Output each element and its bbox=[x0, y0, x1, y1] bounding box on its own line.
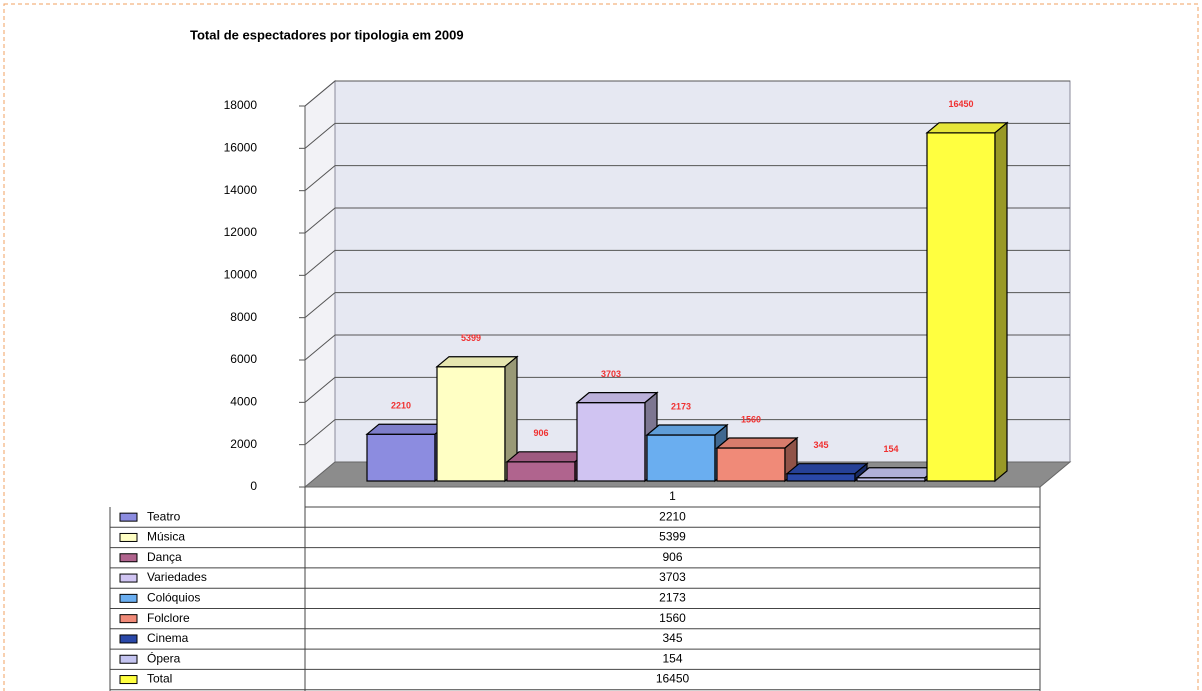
grid-line bbox=[304, 207, 1070, 234]
bar-top bbox=[365, 423, 449, 435]
grid-line bbox=[304, 122, 1070, 149]
legend-swatch bbox=[119, 614, 138, 624]
bar bbox=[786, 473, 856, 482]
table-value: 16450 bbox=[656, 672, 690, 686]
data-label: 154 bbox=[883, 444, 898, 454]
table-header: 1 bbox=[669, 489, 676, 503]
data-label: 906 bbox=[533, 428, 548, 438]
legend-label: Colóquios bbox=[147, 591, 200, 605]
legend-swatch bbox=[119, 573, 138, 583]
table-value: 2210 bbox=[659, 509, 686, 523]
bar-top bbox=[855, 467, 939, 479]
table-value: 3703 bbox=[659, 570, 686, 584]
y-tick-label: 2000 bbox=[230, 437, 257, 451]
bar-top bbox=[715, 437, 799, 449]
legend-label: Cinema bbox=[147, 631, 189, 645]
table-value: 154 bbox=[662, 651, 682, 665]
bar-top bbox=[645, 424, 729, 436]
grid-line bbox=[304, 165, 1070, 192]
legend-swatch bbox=[119, 512, 138, 522]
bar-top bbox=[925, 122, 1009, 134]
legend-label: Música bbox=[147, 530, 185, 544]
y-tick-label: 16000 bbox=[224, 141, 258, 155]
bar bbox=[366, 433, 436, 482]
legend-label: Variedades bbox=[147, 570, 207, 584]
y-tick-label: 12000 bbox=[224, 225, 258, 239]
y-tick-label: 14000 bbox=[224, 183, 258, 197]
y-tick-label: 8000 bbox=[230, 310, 257, 324]
data-label: 1560 bbox=[741, 414, 761, 424]
data-label: 2210 bbox=[391, 401, 411, 411]
legend-label: Dança bbox=[147, 550, 182, 564]
legend-label: Ópera bbox=[147, 650, 181, 665]
y-tick-label: 6000 bbox=[230, 352, 257, 366]
grid-line bbox=[304, 249, 1070, 276]
grid-line bbox=[304, 334, 1070, 361]
y-tick-label: 0 bbox=[250, 479, 257, 493]
data-label: 3703 bbox=[601, 369, 621, 379]
bar-top bbox=[575, 392, 659, 404]
bar-top bbox=[505, 451, 589, 463]
grid-line bbox=[304, 80, 1070, 107]
bar bbox=[576, 402, 646, 482]
legend-label: Teatro bbox=[147, 509, 181, 523]
legend-swatch bbox=[119, 634, 138, 644]
bar-top bbox=[435, 356, 519, 368]
y-tick-label: 4000 bbox=[230, 395, 257, 409]
table-value: 1560 bbox=[659, 611, 686, 625]
frame bbox=[3, 3, 1199, 691]
data-label: 345 bbox=[813, 440, 828, 450]
y-tick-label: 18000 bbox=[224, 98, 258, 112]
bar bbox=[436, 366, 506, 482]
data-label: 16450 bbox=[948, 99, 973, 109]
bar bbox=[716, 447, 786, 482]
data-label: 2173 bbox=[671, 401, 691, 411]
legend-label: Total bbox=[147, 672, 172, 686]
chart-title: Total de espectadores por tipologia em 2… bbox=[190, 27, 464, 42]
legend-swatch bbox=[119, 532, 138, 542]
y-tick-label: 10000 bbox=[224, 268, 258, 282]
legend-swatch bbox=[119, 654, 138, 664]
bar bbox=[926, 132, 996, 482]
table-value: 5399 bbox=[659, 530, 686, 544]
bar bbox=[646, 434, 716, 482]
table-value: 345 bbox=[662, 631, 682, 645]
legend-swatch bbox=[119, 675, 138, 685]
bar bbox=[506, 461, 576, 482]
legend-swatch bbox=[119, 593, 138, 603]
grid-line bbox=[304, 376, 1070, 403]
table-value: 2173 bbox=[659, 591, 686, 605]
legend-label: Folclore bbox=[147, 611, 190, 625]
bar-side bbox=[994, 121, 1008, 483]
grid-line bbox=[304, 292, 1070, 319]
table-value: 906 bbox=[662, 550, 682, 564]
side-wall bbox=[304, 79, 336, 489]
legend-swatch bbox=[119, 553, 138, 563]
bar-top bbox=[785, 463, 869, 475]
data-label: 5399 bbox=[461, 333, 481, 343]
grid-line bbox=[304, 419, 1070, 446]
